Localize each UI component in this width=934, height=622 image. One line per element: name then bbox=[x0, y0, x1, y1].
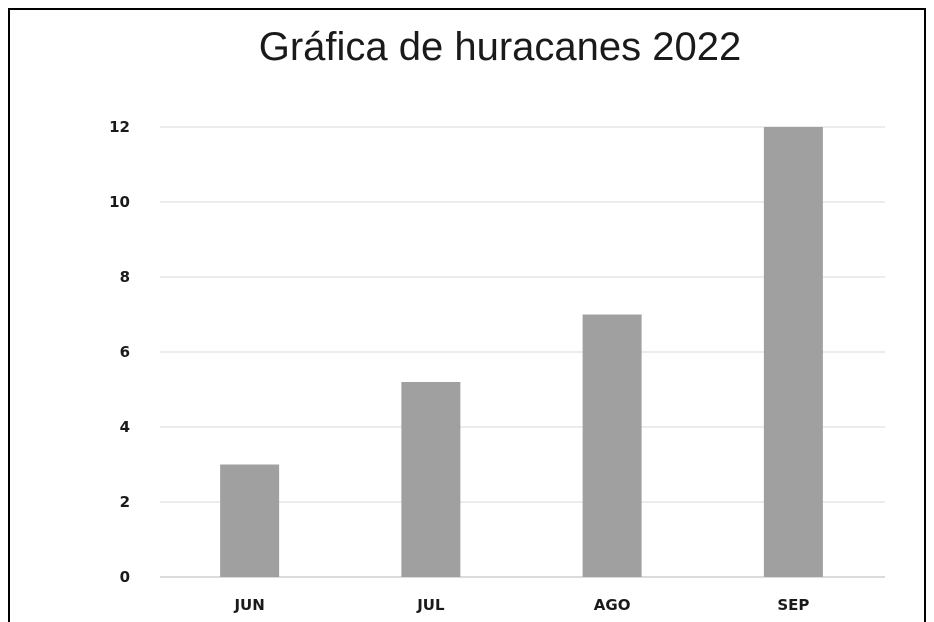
y-axis-ticks: 0 2 4 6 8 10 12 bbox=[109, 118, 130, 586]
y-tick-label: 10 bbox=[109, 193, 130, 211]
bar-jul bbox=[401, 382, 461, 577]
y-tick-label: 0 bbox=[120, 568, 130, 586]
x-category-label: JUN bbox=[233, 596, 264, 614]
chart-title: Gráfica de huracanes 2022 bbox=[259, 25, 742, 69]
y-tick-label: 2 bbox=[120, 493, 130, 511]
x-axis-categories: JUN JUL AGO SEP bbox=[233, 596, 809, 614]
y-tick-label: 4 bbox=[120, 418, 130, 436]
y-tick-label: 12 bbox=[109, 118, 130, 136]
bars bbox=[220, 127, 823, 577]
bar-ago bbox=[582, 314, 642, 577]
y-tick-label: 8 bbox=[120, 268, 130, 286]
chart-frame bbox=[8, 8, 926, 622]
bar-jun bbox=[220, 464, 280, 577]
x-category-label: JUL bbox=[416, 596, 445, 614]
bar-sep bbox=[763, 127, 823, 577]
y-tick-label: 6 bbox=[120, 343, 130, 361]
gridlines bbox=[160, 126, 885, 578]
x-category-label: AGO bbox=[594, 596, 631, 614]
x-category-label: SEP bbox=[777, 596, 809, 614]
